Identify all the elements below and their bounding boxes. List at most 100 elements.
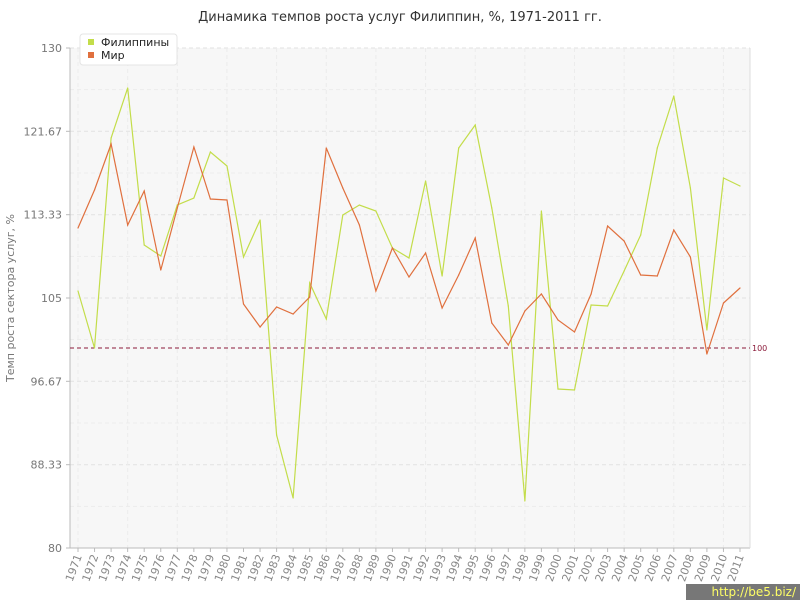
data-point-philippines[interactable] <box>706 329 708 331</box>
data-point-world[interactable] <box>689 256 691 258</box>
data-point-world[interactable] <box>358 224 360 226</box>
data-point-world[interactable] <box>242 303 245 305</box>
data-point-world[interactable] <box>259 326 261 328</box>
data-point-world[interactable] <box>160 269 162 271</box>
data-point-world[interactable] <box>391 247 394 249</box>
data-point-philippines[interactable] <box>127 87 129 89</box>
data-point-philippines[interactable] <box>408 257 410 259</box>
data-point-philippines[interactable] <box>358 204 360 206</box>
data-point-philippines[interactable] <box>226 165 228 167</box>
data-point-philippines[interactable] <box>242 256 245 258</box>
data-point-world[interactable] <box>524 310 526 312</box>
data-point-world[interactable] <box>110 143 112 145</box>
data-point-world[interactable] <box>193 146 195 148</box>
data-point-philippines[interactable] <box>259 219 261 221</box>
y-tick-labels: 80 88.33 96.67 105 113.33 121.67 130 <box>24 42 70 555</box>
data-point-world[interactable] <box>656 275 658 277</box>
legend-label-philippines[interactable]: Филиппины <box>101 36 169 49</box>
data-point-philippines[interactable] <box>209 151 211 153</box>
data-point-world[interactable] <box>706 353 708 355</box>
data-point-philippines[interactable] <box>557 388 559 390</box>
data-point-world[interactable] <box>309 296 311 298</box>
data-point-philippines[interactable] <box>540 210 543 212</box>
data-point-philippines[interactable] <box>325 318 327 320</box>
data-point-world[interactable] <box>77 227 79 229</box>
data-point-world[interactable] <box>673 229 675 231</box>
data-point-philippines[interactable] <box>491 207 493 209</box>
data-point-world[interactable] <box>93 189 96 191</box>
data-point-world[interactable] <box>226 199 228 201</box>
y-tick-label: 121.67 <box>24 125 63 138</box>
data-point-philippines[interactable] <box>623 270 625 272</box>
data-point-philippines[interactable] <box>292 497 294 499</box>
data-point-philippines[interactable] <box>590 304 592 306</box>
data-point-world[interactable] <box>507 344 509 346</box>
data-point-philippines[interactable] <box>93 347 96 349</box>
legend[interactable]: Филиппины Мир <box>79 33 178 66</box>
data-point-philippines[interactable] <box>474 124 476 126</box>
data-point-world[interactable] <box>408 276 410 278</box>
data-point-philippines[interactable] <box>160 255 162 257</box>
data-point-philippines[interactable] <box>342 214 344 216</box>
data-point-world[interactable] <box>739 287 741 289</box>
legend-box <box>79 33 178 66</box>
data-point-world[interactable] <box>640 274 642 276</box>
data-point-world[interactable] <box>623 240 625 242</box>
series-layer <box>77 87 741 502</box>
data-point-philippines[interactable] <box>110 137 112 139</box>
data-point-philippines[interactable] <box>722 177 725 179</box>
data-point-world[interactable] <box>176 207 178 209</box>
data-point-world[interactable] <box>209 198 211 200</box>
watermark-link[interactable]: http://be5.biz/ <box>686 584 800 600</box>
data-point-world[interactable] <box>573 331 576 333</box>
y-tick-label: 105 <box>41 292 62 305</box>
data-point-world[interactable] <box>557 319 559 321</box>
y-axis-label: Темп роста сектора услуг, % <box>4 214 17 383</box>
data-point-philippines[interactable] <box>143 244 145 246</box>
data-point-world[interactable] <box>127 224 129 226</box>
data-point-philippines[interactable] <box>458 147 460 149</box>
chart-title: Динамика темпов роста услуг Филиппин, %,… <box>198 10 602 25</box>
data-point-philippines[interactable] <box>656 147 658 149</box>
data-point-world[interactable] <box>590 293 592 295</box>
data-point-world[interactable] <box>143 190 145 192</box>
data-point-philippines[interactable] <box>193 197 195 199</box>
legend-swatch-philippines <box>88 39 94 45</box>
data-point-world[interactable] <box>342 187 344 189</box>
data-point-philippines[interactable] <box>640 234 642 236</box>
data-point-philippines[interactable] <box>739 185 741 187</box>
x-tick-labels: 1971197219731974197519761977197819791980… <box>63 548 747 583</box>
data-point-world[interactable] <box>607 225 609 227</box>
y-tick-label: 130 <box>41 42 62 55</box>
data-point-philippines[interactable] <box>607 305 609 307</box>
data-point-philippines[interactable] <box>441 275 443 277</box>
data-point-philippines[interactable] <box>507 305 509 307</box>
data-point-philippines[interactable] <box>424 180 427 182</box>
data-point-world[interactable] <box>424 252 427 254</box>
data-point-philippines[interactable] <box>77 290 79 292</box>
data-point-philippines[interactable] <box>276 434 278 436</box>
data-point-world[interactable] <box>458 274 460 276</box>
data-point-world[interactable] <box>276 306 278 308</box>
data-point-world[interactable] <box>491 322 493 324</box>
y-tick-label: 96.67 <box>31 375 63 388</box>
y-tick-label: 88.33 <box>31 459 63 472</box>
data-point-world[interactable] <box>722 302 725 304</box>
legend-label-world[interactable]: Мир <box>101 49 125 62</box>
data-point-world[interactable] <box>474 237 476 239</box>
data-point-world[interactable] <box>540 293 543 295</box>
data-point-philippines[interactable] <box>524 500 526 502</box>
reference-line-label: 100 <box>752 344 767 353</box>
data-point-world[interactable] <box>292 313 294 315</box>
data-point-philippines[interactable] <box>309 282 311 284</box>
data-point-world[interactable] <box>325 147 327 149</box>
data-point-world[interactable] <box>441 307 443 309</box>
data-point-philippines[interactable] <box>689 187 691 189</box>
data-point-world[interactable] <box>375 290 377 292</box>
legend-swatch-world <box>88 52 94 58</box>
data-point-philippines[interactable] <box>573 389 576 391</box>
data-point-philippines[interactable] <box>375 210 377 212</box>
data-point-philippines[interactable] <box>673 95 675 97</box>
y-tick-label: 80 <box>48 542 62 555</box>
